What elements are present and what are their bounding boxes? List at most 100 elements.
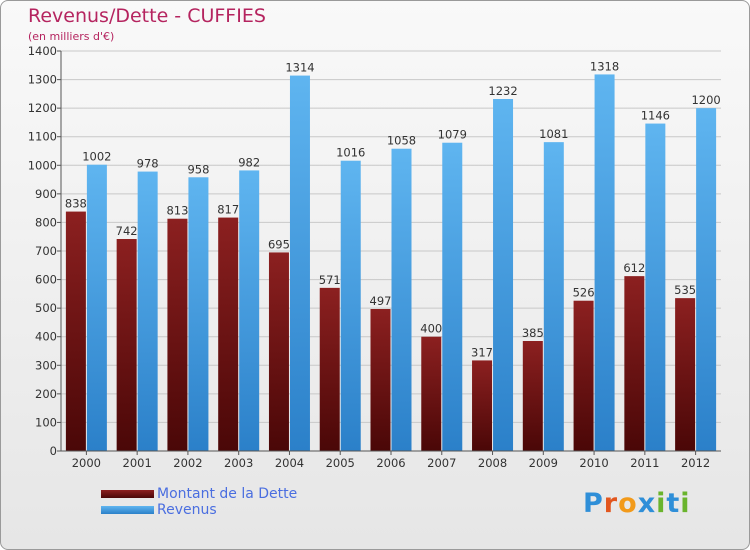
y-tick-label: 600: [35, 273, 57, 287]
y-tick-label: 1100: [28, 130, 57, 144]
y-tick-label: 500: [35, 301, 57, 315]
y-tick-label: 900: [35, 187, 57, 201]
bar-debt: [472, 360, 493, 451]
chart-subtitle: (en milliers d'€): [28, 30, 115, 43]
data-label-debt: 571: [319, 273, 341, 287]
bar-revenue: [442, 142, 463, 451]
x-tick-label: 2004: [275, 456, 304, 470]
x-tick-label: 2002: [173, 456, 202, 470]
bar-revenue: [239, 170, 260, 451]
data-label-debt: 813: [166, 204, 188, 218]
bar-revenue: [391, 148, 412, 451]
data-label-revenue: 1318: [590, 59, 619, 73]
legend-label-debt: Montant de la Dette: [157, 486, 298, 502]
data-label-debt: 497: [370, 294, 392, 308]
bar-revenue: [289, 75, 310, 452]
bar-revenue: [594, 74, 615, 451]
x-tick-label: 2008: [478, 456, 507, 470]
bar-debt: [65, 211, 86, 451]
data-label-debt: 535: [674, 283, 696, 297]
data-label-debt: 695: [268, 237, 290, 251]
data-label-revenue: 1058: [387, 134, 416, 148]
x-tick-label: 2006: [376, 456, 405, 470]
bar-debt: [675, 298, 696, 451]
bar-revenue: [188, 177, 209, 452]
legend-swatch-debt: [101, 490, 154, 498]
y-tick-label: 800: [35, 215, 57, 229]
data-label-debt: 612: [623, 261, 645, 275]
data-label-revenue: 1200: [691, 93, 720, 107]
logo-letter: P: [583, 488, 604, 519]
legend-swatch-revenue: [101, 506, 154, 514]
logo-letter: o: [618, 488, 638, 519]
data-labels: 838 1002 742 978 813 958 817 982 695 1314 571 1016 4…: [65, 59, 721, 359]
y-tick-label: 300: [35, 358, 57, 372]
bar-debt: [167, 218, 188, 451]
bar-revenue: [493, 99, 514, 451]
data-label-revenue: 1232: [488, 84, 517, 98]
data-label-revenue: 1146: [641, 109, 670, 123]
x-tick-label: 2009: [529, 456, 558, 470]
data-label-revenue: 978: [137, 157, 159, 171]
bar-revenue: [696, 108, 717, 452]
data-label-debt: 838: [65, 197, 87, 211]
data-label-debt: 742: [116, 224, 138, 238]
data-label-revenue: 958: [187, 162, 209, 176]
proxiti-logo: Proxiti: [583, 488, 691, 519]
y-tick-label: 400: [35, 330, 57, 344]
bar-debt: [573, 300, 594, 451]
logo-letter: x: [637, 488, 657, 519]
data-label-revenue: 1314: [285, 61, 314, 75]
bar-revenue: [340, 160, 361, 451]
gridlines: [61, 50, 721, 452]
logo-letter: i: [680, 488, 691, 519]
axes: [60, 51, 721, 452]
data-label-debt: 817: [217, 203, 239, 217]
x-tick-label: 2011: [630, 456, 659, 470]
bar-debt: [370, 309, 391, 451]
y-tick-label: 1300: [28, 73, 57, 87]
y-tick-label: 1400: [28, 44, 57, 58]
bar-debt: [268, 252, 289, 451]
logo-letter: t: [666, 488, 681, 519]
y-tick-label: 200: [35, 387, 57, 401]
y-tick-label: 1200: [28, 101, 57, 115]
logo-letter: i: [656, 488, 667, 519]
x-axis-ticks: 2000 2001 2002 2003 2004 2005 2006 2007 2008 2009…: [72, 451, 710, 470]
bar-debt: [421, 336, 442, 451]
y-tick-label: 1000: [28, 158, 57, 172]
x-tick-label: 2003: [224, 456, 253, 470]
data-label-debt: 526: [573, 286, 595, 300]
x-tick-label: 2012: [681, 456, 710, 470]
bars: [65, 74, 717, 452]
x-tick-label: 2000: [72, 456, 101, 470]
y-tick-label: 100: [35, 415, 57, 429]
bar-debt: [624, 276, 645, 451]
data-label-debt: 400: [420, 322, 442, 336]
chart-title: Revenus/Dette - CUFFIES: [28, 5, 266, 27]
data-label-revenue: 1016: [336, 146, 365, 160]
bar-debt: [522, 341, 543, 451]
x-tick-label: 2010: [579, 456, 608, 470]
data-label-debt: 317: [471, 345, 493, 359]
y-tick-label: 700: [35, 244, 57, 258]
y-axis-ticks: 0 100 200 300 400 500 600 700 800 900 1000 1100 1200…: [28, 44, 61, 458]
bar-revenue: [645, 123, 666, 452]
data-label-debt: 385: [522, 326, 544, 340]
legend-label-revenue: Revenus: [157, 502, 217, 518]
bar-revenue: [86, 164, 107, 451]
bar-debt: [319, 287, 340, 451]
x-tick-label: 2005: [326, 456, 355, 470]
bar-revenue: [137, 171, 158, 452]
bar-debt: [116, 239, 137, 451]
x-tick-label: 2001: [123, 456, 152, 470]
x-tick-label: 2007: [427, 456, 456, 470]
logo-letter: r: [603, 488, 619, 519]
y-tick-label: 0: [50, 444, 57, 458]
bar-debt: [218, 217, 239, 451]
data-label-revenue: 1002: [82, 150, 111, 164]
bar-revenue: [543, 142, 564, 451]
data-label-revenue: 1081: [539, 127, 568, 141]
